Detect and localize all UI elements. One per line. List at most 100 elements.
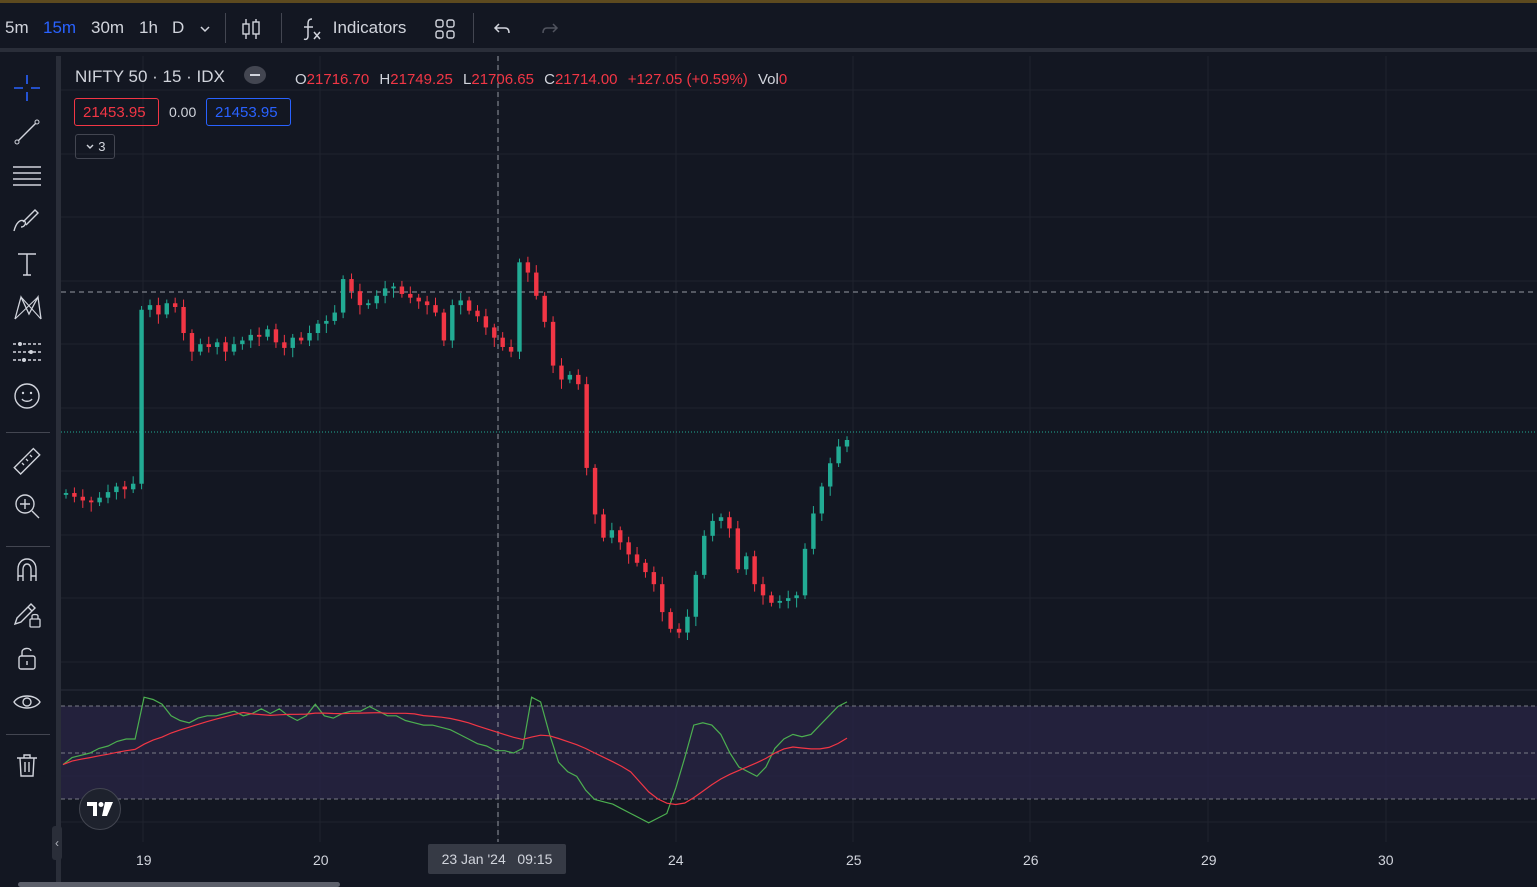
candle-body [88,500,94,503]
candle-body [693,574,699,617]
spread-value: 0.00 [169,104,197,120]
candle-body [584,384,589,468]
text-tool[interactable] [8,245,46,283]
interval-5m[interactable]: 5m [5,18,29,37]
remove-drawings-tool[interactable] [8,746,46,784]
candles-icon [242,18,260,39]
fib-tool[interactable] [8,157,46,195]
indicators-button[interactable]: Indicators [300,3,406,52]
interval-30m[interactable]: 30m [91,18,125,37]
rsi-series [62,696,848,824]
tradingview-logo[interactable] [79,788,121,830]
candle-body [643,562,648,573]
forecast-tool[interactable] [8,333,46,371]
candle-body [492,327,497,338]
candle-body [483,316,489,328]
candle-body [189,333,195,352]
brush-tool[interactable] [8,201,46,239]
pattern-icon [14,294,42,320]
candle-body [676,628,682,633]
candle-body [147,305,153,310]
text-icon [18,253,36,276]
candle-body [248,334,253,341]
drawing-toolbar [0,56,61,887]
eye-icon [13,695,41,709]
time-scrollbar[interactable] [18,882,340,887]
undo-button[interactable] [492,3,514,52]
candle-body [315,323,321,334]
candle-body [550,321,556,366]
open-value: 21716.70 [306,71,370,88]
candle-body [374,295,379,304]
emoji-tool[interactable] [8,377,46,415]
candle-body [786,598,791,601]
indicators-label: Indicators [332,18,407,37]
pattern-tool[interactable] [8,289,46,327]
sell-button[interactable]: 21453.95 [74,98,159,126]
magnet-icon [17,558,37,581]
interval-dropdown-button[interactable] [198,3,216,52]
candle-body [223,342,228,352]
candle-body [114,486,119,493]
crosshair-tool[interactable] [8,69,46,107]
candle-body [735,528,741,570]
candle-body [172,303,178,307]
emoji-icon [14,383,40,409]
time-axis-label: 30 [1378,852,1394,868]
zoom-in-tool[interactable] [8,487,46,525]
interval-15m[interactable]: 15m [43,18,77,37]
time-axis-label: 26 [1023,852,1039,868]
redo-icon [542,22,559,33]
magnet-tool[interactable] [8,551,46,589]
candle-body [63,493,69,495]
candle-body [290,337,295,348]
trend-line-icon [14,119,40,145]
candle-body [601,514,606,538]
symbol-title: NIFTY 50 · 15 · IDX [75,67,225,86]
candle-body [794,595,799,599]
redo-button[interactable] [540,3,562,52]
candle-body [349,279,354,292]
hide-drawings-tool[interactable] [8,683,46,721]
collapse-sidebar-button[interactable]: ‹ [52,826,62,860]
top-accent-line [0,0,1537,3]
buy-button[interactable]: 21453.95 [206,98,291,126]
layouts-button[interactable] [433,3,459,52]
interval-d[interactable]: D [172,18,185,37]
candle-body [72,493,77,497]
interval-1h[interactable]: 1h [139,18,158,37]
candle-body [206,344,211,347]
legend-toggle-icon[interactable] [243,66,266,84]
candle-body [156,305,161,315]
lock-drawing-icon [13,603,41,628]
open-label: O [295,71,307,88]
close-value: 21714.00 [554,71,618,88]
chart-type-button[interactable] [240,3,266,52]
trend-line-tool[interactable] [8,113,46,151]
candle-body [458,300,463,306]
chart-canvas[interactable] [61,56,1537,887]
sidebar-divider [6,432,50,433]
ruler-tool[interactable] [8,443,46,481]
candle-body [626,542,631,555]
candle-body [382,288,388,296]
candle-body [559,365,564,380]
candle-body [836,446,841,464]
toolbar-divider [281,13,282,43]
grid-layout-icon [435,18,455,39]
high-value: 21749.25 [390,71,453,88]
lock-drawing-tool[interactable] [8,595,46,633]
time-axis-label: 29 [1201,852,1217,868]
candle-body [660,584,665,613]
symbol-legend[interactable]: NIFTY 50 · 15 · IDX [75,66,266,90]
candle-body [366,303,371,306]
lock-all-tool[interactable] [8,639,46,677]
ruler-icon [13,447,41,476]
unlock-icon [18,647,36,670]
candle-body [517,262,522,352]
change-value: +127.05 (+0.59%) [627,71,748,88]
candle-body [710,520,715,536]
indicators-collapse-button[interactable]: 3 [75,134,115,159]
candle-body [702,535,707,575]
candle-body [273,329,279,343]
